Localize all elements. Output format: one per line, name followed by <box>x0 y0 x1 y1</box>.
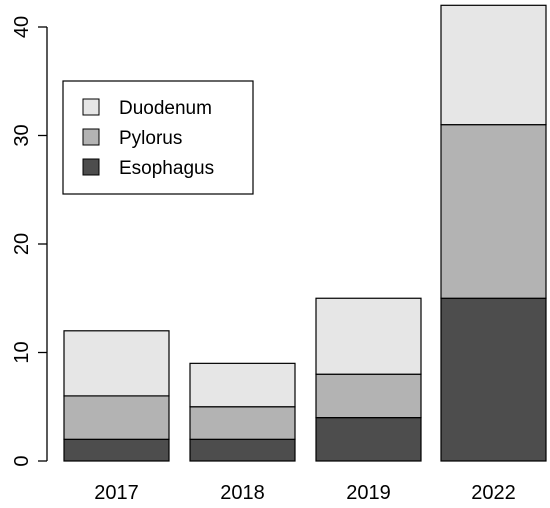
bar-segment-pylorus-2018 <box>189 406 296 440</box>
bar-segment-duodenum-2018 <box>189 362 296 408</box>
x-tick-label-2019: 2019 <box>346 482 391 504</box>
legend-swatch-esophagus <box>82 158 100 176</box>
legend-label-pylorus: Pylorus <box>119 128 182 149</box>
bar-segment-duodenum-2017 <box>63 330 170 397</box>
bars <box>63 4 547 462</box>
legend-swatch-duodenum <box>82 98 100 116</box>
legend: Duodenum Pylorus Esophagus <box>62 80 254 195</box>
legend-label-esophagus: Esophagus <box>119 158 214 179</box>
y-tick-label: 0 <box>11 455 33 466</box>
bar-segment-duodenum-2019 <box>315 297 422 375</box>
bar-segment-esophagus-2022 <box>440 297 547 462</box>
bar-segment-esophagus-2017 <box>63 438 170 462</box>
y-tick-label: 30 <box>11 124 33 146</box>
bar-segment-esophagus-2019 <box>315 417 422 462</box>
bar-segment-pylorus-2022 <box>440 124 547 299</box>
y-tick-label: 20 <box>11 233 33 255</box>
x-tick-label-2017: 2017 <box>94 482 139 504</box>
x-tick-label-2022: 2022 <box>471 482 516 504</box>
x-tick-label-2018: 2018 <box>220 482 265 504</box>
bar-segment-pylorus-2017 <box>63 395 170 440</box>
legend-swatch-pylorus <box>82 128 100 146</box>
y-axis: 0 10 20 30 40 <box>11 16 48 467</box>
bar-segment-duodenum-2022 <box>440 4 547 126</box>
y-tick-label: 10 <box>11 341 33 363</box>
legend-label-duodenum: Duodenum <box>119 98 212 119</box>
bar-segment-esophagus-2018 <box>189 438 296 462</box>
bar-segment-pylorus-2019 <box>315 373 422 419</box>
x-axis-labels: 2017 2018 2019 2022 <box>94 482 516 504</box>
y-tick-label: 40 <box>11 16 33 38</box>
